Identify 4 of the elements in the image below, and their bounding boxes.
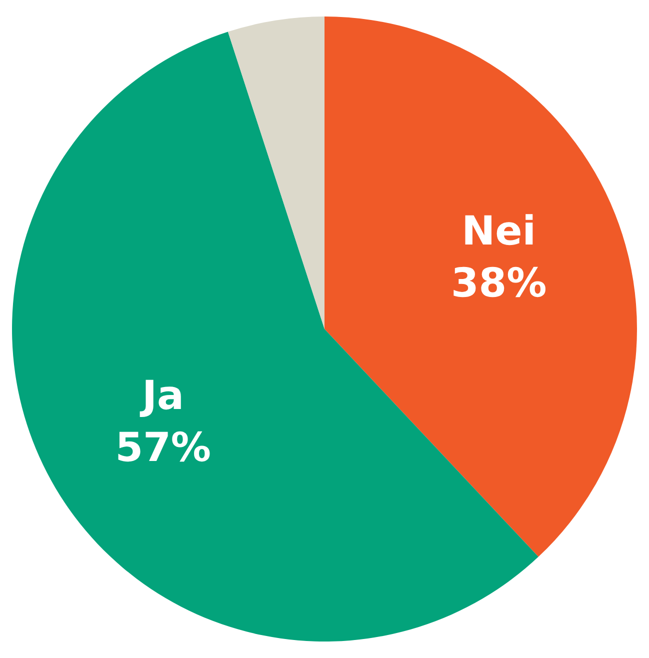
data-label: 38% <box>450 260 547 306</box>
data-label: 57% <box>115 424 211 471</box>
slice-label: Nei <box>462 208 536 254</box>
slice-label: Ja <box>139 372 184 419</box>
